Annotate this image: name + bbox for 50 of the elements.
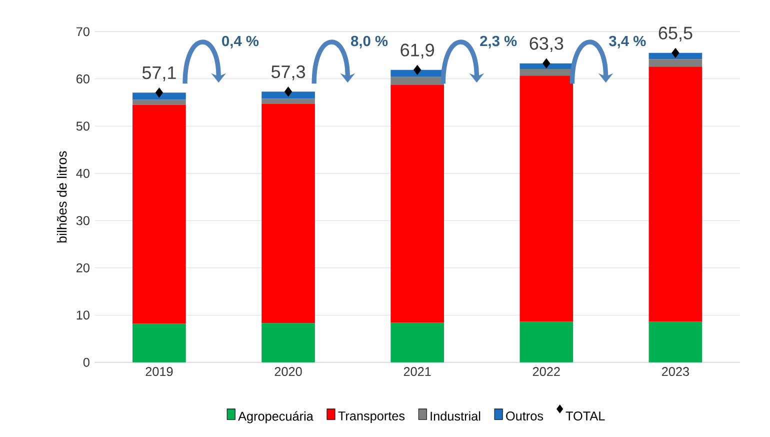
y-tick-label: 10 xyxy=(76,310,90,320)
y-tick-label: 30 xyxy=(76,216,90,226)
x-tick-label: 2020 xyxy=(274,367,302,376)
bar xyxy=(648,322,702,362)
annotation: 2,3 % xyxy=(480,36,517,48)
bar xyxy=(262,98,315,104)
y-tick-label: 0 xyxy=(83,358,90,367)
y-tick-label: 20 xyxy=(76,263,90,272)
x-tick-label: 2021 xyxy=(404,367,431,376)
x-tick-label: 2019 xyxy=(146,367,173,376)
bar xyxy=(390,322,444,362)
annotation: 3,4 % xyxy=(608,36,646,48)
data-label: 65,5 xyxy=(658,26,692,42)
bar xyxy=(262,92,315,99)
bar xyxy=(132,92,186,100)
legend-label: Outros xyxy=(506,412,544,420)
bar xyxy=(520,76,574,322)
bar xyxy=(648,66,702,322)
point xyxy=(284,86,292,97)
annotation: 8,0 % xyxy=(350,36,388,48)
point xyxy=(672,48,680,58)
y-tick-label: 40 xyxy=(76,168,90,178)
bar xyxy=(132,100,186,105)
x-tick-label: 2023 xyxy=(662,367,689,376)
point xyxy=(414,64,422,75)
y-tick-label: 60 xyxy=(76,74,90,84)
data-label: 61,9 xyxy=(400,44,434,59)
y-tick-label: 70 xyxy=(76,27,90,36)
y-tick-label: 50 xyxy=(76,122,90,131)
legend-label: TOTAL xyxy=(566,412,605,420)
legend-label: Industrial xyxy=(430,411,480,421)
legend-label: Agropecuária xyxy=(238,411,314,424)
bar xyxy=(390,85,444,323)
bar xyxy=(648,52,702,60)
bar xyxy=(262,104,315,324)
bar xyxy=(132,104,186,324)
x-tick-label: 2022 xyxy=(532,367,560,376)
bar xyxy=(262,323,315,362)
data-label: 63,3 xyxy=(530,37,564,52)
point xyxy=(542,58,550,68)
annotation: 0,4 % xyxy=(222,36,259,48)
bar xyxy=(520,322,574,362)
bar xyxy=(390,76,444,86)
data-label: 57,3 xyxy=(271,65,305,80)
y-axis-title: bilhões de litros xyxy=(56,151,67,242)
data-label: 57,1 xyxy=(142,66,176,82)
legend-label: Transportes xyxy=(338,412,405,423)
bar xyxy=(648,59,702,67)
point xyxy=(155,88,163,98)
bar xyxy=(132,324,186,362)
